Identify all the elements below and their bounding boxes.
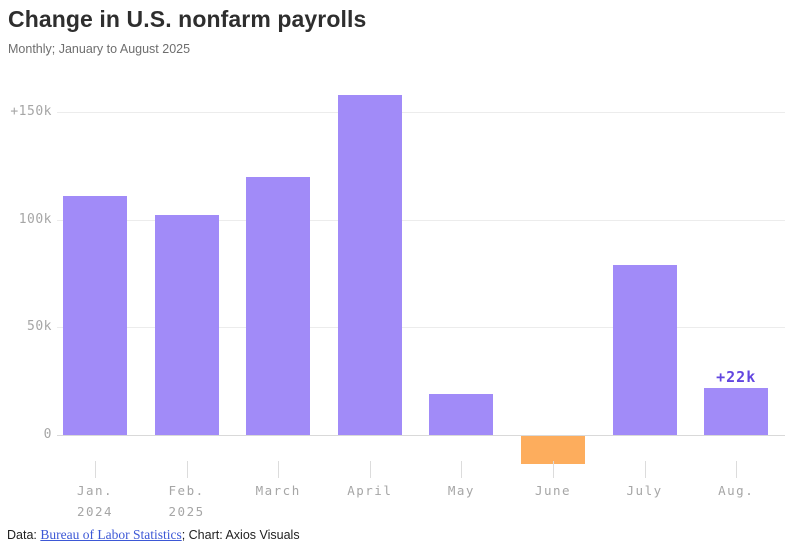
x-axis-label-june: June [534,483,572,498]
source-note-prefix: Data: [7,528,41,542]
gridline-0 [57,435,785,436]
x-axis-tick [369,461,371,478]
x-axis-label-feb: Feb. 2025 [168,483,205,519]
bar-april [337,94,402,435]
y-axis-tick-label: +150k [10,104,52,119]
bar-march [246,176,311,435]
y-axis-tick-label: 100k [18,211,52,227]
x-axis-tick [553,461,554,478]
x-axis-tick [461,461,463,478]
bls-source-link[interactable]: Bureau of Labor Statistics [40,527,182,542]
y-axis-tick-label: 0 [43,427,52,442]
source-note-suffix: ; Chart: Axios Visuals [181,528,300,542]
bar-feb [154,215,219,435]
x-axis-label-jan: Jan. 2024 [76,483,114,519]
x-axis-tick [644,461,646,478]
y-axis-tick-label: 50k [27,319,52,335]
x-axis-label-aug: Aug. [718,483,755,498]
x-axis-tick [278,461,280,478]
gridline-50k [57,327,785,329]
bar-july [612,264,677,435]
gridline-+150k [57,112,785,113]
x-axis-tick [186,461,188,478]
x-axis-tick [736,461,738,478]
bar-aug [704,387,769,435]
bar-jan [63,195,127,435]
chart-title: Change in U.S. nonfarm payrolls [8,6,367,32]
source-note: Data: Bureau of Labor Statistics; Chart:… [7,527,300,543]
gridline-100k [57,219,785,221]
x-axis-label-april: April [347,483,393,498]
bar-june [521,436,585,464]
chart-subtitle: Monthly; January to August 2025 [8,42,191,56]
bar-may [429,394,494,435]
x-axis-label-july: July [626,483,663,498]
bar-value-annotation: +22k [716,367,757,386]
x-axis-label-may: May [447,483,475,498]
x-axis-label-march: March [255,483,301,498]
x-axis-tick [95,461,96,478]
